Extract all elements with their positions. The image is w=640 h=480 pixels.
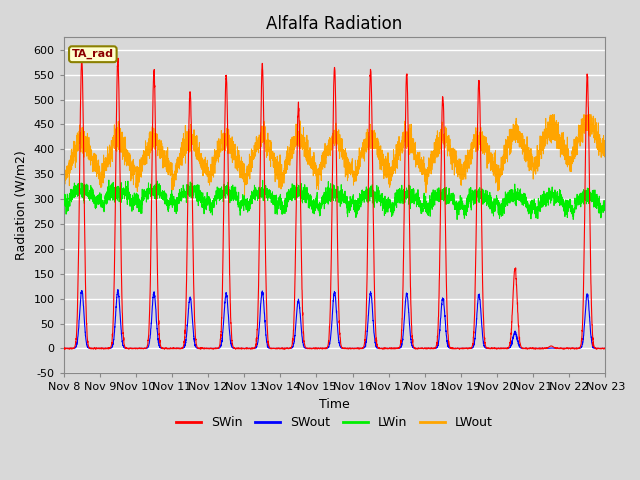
Text: TA_rad: TA_rad — [72, 49, 114, 60]
Legend: SWin, SWout, LWin, LWout: SWin, SWout, LWin, LWout — [172, 411, 498, 434]
X-axis label: Time: Time — [319, 398, 350, 411]
Y-axis label: Radiation (W/m2): Radiation (W/m2) — [15, 150, 28, 260]
Title: Alfalfa Radiation: Alfalfa Radiation — [266, 15, 403, 33]
